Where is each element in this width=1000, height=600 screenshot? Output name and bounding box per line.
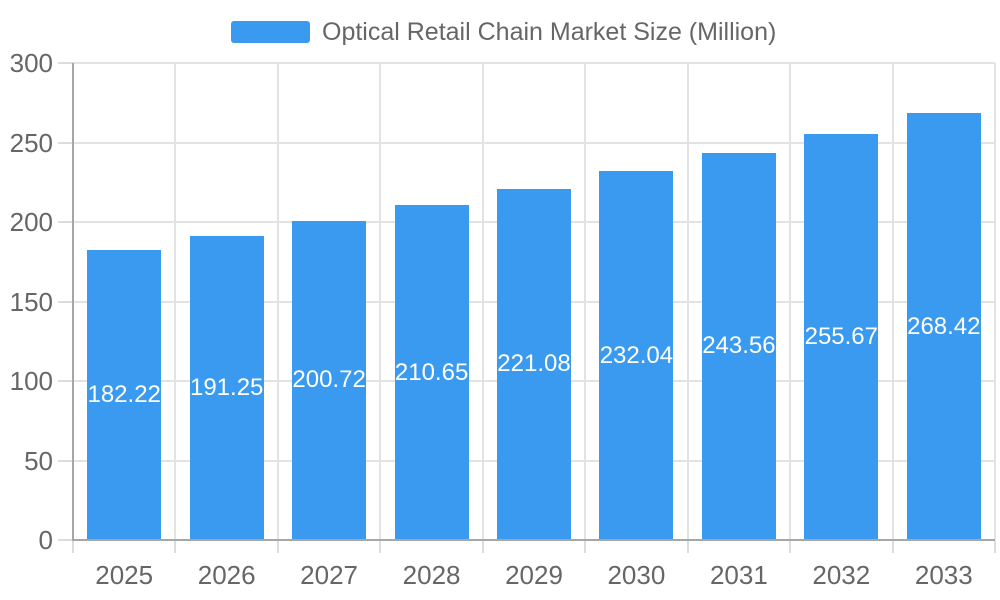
y-axis-line bbox=[72, 63, 74, 540]
bar-value-label: 200.72 bbox=[292, 366, 366, 394]
bar-value-label: 232.04 bbox=[599, 341, 674, 369]
bar-value-label: 243.56 bbox=[702, 332, 776, 360]
bar-2027[interactable] bbox=[292, 220, 367, 539]
bar-2031[interactable] bbox=[701, 152, 776, 539]
x-axis-label: 2032 bbox=[812, 560, 871, 590]
bar-2030[interactable] bbox=[599, 171, 674, 539]
legend-label: Optical Retail Chain Market Size (Millio… bbox=[322, 18, 777, 46]
bar-2028[interactable] bbox=[394, 205, 469, 539]
x-axis-label: 2030 bbox=[607, 560, 666, 590]
gridline-vertical bbox=[994, 63, 996, 540]
x-axis-label: 2027 bbox=[300, 560, 359, 590]
x-axis-tick bbox=[891, 541, 894, 553]
y-axis-tick bbox=[58, 459, 73, 462]
x-axis-tick bbox=[276, 541, 279, 553]
bar-value-label: 255.67 bbox=[804, 322, 878, 350]
x-axis-label: 2029 bbox=[505, 560, 563, 590]
x-axis-tick bbox=[994, 541, 996, 553]
legend[interactable]: Optical Retail Chain Market Size (Millio… bbox=[231, 19, 776, 45]
gridline-horizontal bbox=[73, 62, 995, 64]
y-axis-tick bbox=[58, 221, 73, 223]
gridline-vertical bbox=[481, 63, 484, 540]
x-axis-label: 2026 bbox=[197, 560, 256, 590]
bar-2032[interactable] bbox=[804, 133, 879, 539]
bar-2033[interactable] bbox=[906, 113, 981, 539]
x-axis-tick bbox=[789, 541, 792, 553]
y-axis-label: 100 bbox=[9, 366, 53, 396]
x-axis-tick bbox=[686, 541, 689, 553]
y-axis-tick bbox=[58, 380, 73, 382]
legend-swatch bbox=[231, 21, 310, 43]
x-axis-line bbox=[72, 539, 995, 541]
bar-value-label: 210.65 bbox=[394, 358, 469, 386]
x-axis-tick bbox=[174, 541, 177, 553]
bar-value-label: 221.08 bbox=[497, 350, 571, 378]
x-axis-tick bbox=[379, 541, 382, 553]
x-axis-label: 2031 bbox=[709, 560, 768, 590]
gridline-vertical bbox=[174, 63, 177, 540]
y-axis-label: 150 bbox=[9, 286, 53, 317]
x-axis-label: 2028 bbox=[402, 560, 461, 590]
y-axis-tick bbox=[58, 141, 73, 144]
x-axis-tick bbox=[584, 541, 587, 553]
gridline-vertical bbox=[789, 63, 792, 540]
bar-2029[interactable] bbox=[497, 188, 571, 539]
y-axis-label: 250 bbox=[9, 127, 53, 158]
bar-value-label: 182.22 bbox=[87, 381, 161, 409]
gridline-horizontal bbox=[73, 141, 995, 144]
gridline-vertical bbox=[584, 63, 587, 540]
y-axis-tick bbox=[58, 539, 73, 541]
x-axis-label: 2033 bbox=[914, 560, 973, 590]
gridline-vertical bbox=[891, 63, 894, 540]
y-axis-tick bbox=[58, 300, 73, 303]
bar-2025[interactable] bbox=[87, 250, 162, 539]
y-axis-label: 200 bbox=[9, 207, 53, 237]
gridline-vertical bbox=[276, 63, 279, 540]
x-axis-tick bbox=[72, 541, 74, 553]
gridline-vertical bbox=[379, 63, 382, 540]
bar-value-label: 268.42 bbox=[907, 312, 981, 340]
y-axis-tick bbox=[58, 62, 73, 64]
bar-2026[interactable] bbox=[189, 235, 264, 539]
y-axis-label: 50 bbox=[24, 445, 53, 476]
x-axis-tick bbox=[481, 541, 484, 553]
x-axis-label: 2025 bbox=[95, 560, 154, 590]
y-axis-label: 300 bbox=[9, 48, 53, 78]
y-axis-label: 0 bbox=[38, 525, 53, 555]
gridline-vertical bbox=[686, 63, 689, 540]
bar-value-label: 191.25 bbox=[189, 374, 264, 401]
